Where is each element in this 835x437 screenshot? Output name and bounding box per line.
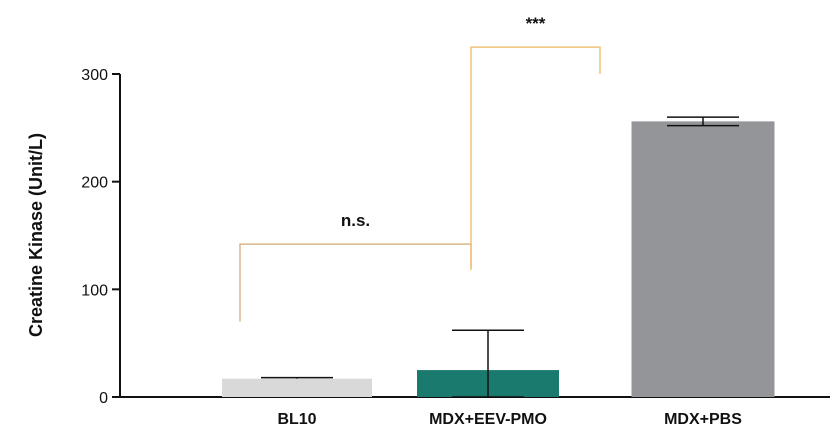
y-tick-label: 0 [99,390,108,407]
significance-bracket [470,46,601,270]
x-tick-label: MDX+EEV-PMO [429,411,547,428]
y-axis: 0 100 200 300 [81,67,121,407]
bars [222,121,775,397]
x-tick-label: BL10 [277,411,316,428]
y-tick-label: 100 [81,282,108,299]
bar [631,121,775,397]
y-axis-label: Creatine Kinase (Unit/L) [26,133,46,337]
x-axis: BL10 MDX+EEV-PMO MDX+PBS [120,396,830,428]
y-tick-label: 300 [81,67,108,84]
x-tick-label: MDX+PBS [664,411,742,428]
significance-label: *** [526,14,546,33]
significance-bracket [239,243,472,322]
significance-label: n.s. [341,211,370,230]
y-tick-label: 200 [81,175,108,192]
bar [222,378,372,397]
significance-brackets: n.s. *** [239,14,601,322]
error-bars [261,116,739,398]
